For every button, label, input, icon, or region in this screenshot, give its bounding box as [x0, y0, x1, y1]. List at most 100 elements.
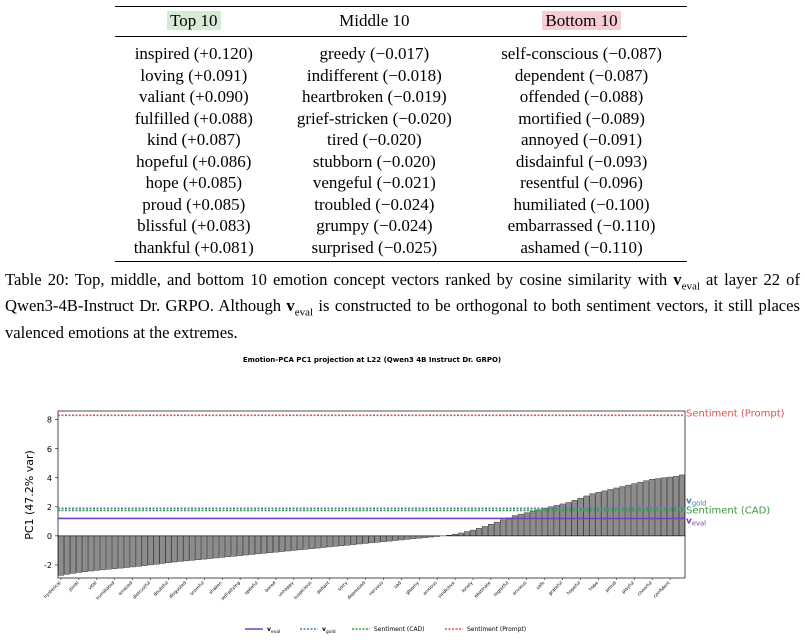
table-row: blissful (+0.083) grumpy (−0.024) embarras…: [115, 215, 687, 237]
table-cell: annoyed (−0.091): [521, 130, 643, 149]
x-tick-label: depressed: [346, 580, 367, 601]
header-cell: Middle 10: [272, 6, 477, 37]
bar: [261, 535, 267, 554]
table-cell: grumpy (−0.024): [316, 216, 433, 235]
bar: [165, 535, 172, 563]
bar: [356, 535, 363, 545]
x-tick-label: hopeful: [566, 580, 582, 596]
header-text: Top 10: [167, 11, 221, 30]
x-tick-label: self-pitying: [220, 580, 242, 602]
bar: [93, 535, 100, 571]
bar: [249, 535, 255, 555]
plot-frame: [57, 410, 686, 579]
bar: [494, 521, 500, 537]
x-tick-label: disgusted: [168, 580, 188, 600]
x-tick-label: lonely: [461, 580, 475, 594]
bar: [314, 535, 321, 549]
table-cell: troubled (−0.024): [314, 194, 435, 214]
label-subscript: gold: [692, 499, 707, 507]
label-subscript: eval: [271, 629, 280, 635]
bar: [147, 535, 154, 566]
table-row: inspired (+0.120) greedy (−0.017) self-con…: [115, 37, 687, 65]
table-cell: greedy (−0.017): [319, 44, 430, 63]
y-tick-label: 8: [47, 416, 52, 425]
label-name: Sentiment (Prompt): [467, 626, 526, 633]
table-row: hope (+0.085) vengeful (−0.021) resentful …: [115, 172, 687, 194]
table-row: valiant (+0.090) heartbroken (−0.019) offe…: [115, 86, 687, 108]
bar: [117, 535, 124, 569]
bar: [105, 535, 112, 570]
y-tick-label: 6: [47, 445, 52, 454]
bar: [320, 535, 327, 548]
label-name: v: [322, 626, 326, 633]
x-tick-label: obstinate: [473, 580, 492, 599]
bar: [153, 535, 160, 565]
x-tick-label: shaken: [208, 580, 224, 596]
table-cell: valiant (+0.090): [138, 87, 249, 106]
x-tick-label: nervous: [368, 580, 385, 597]
bar: [213, 535, 220, 559]
table-cell: hopeful (+0.086): [136, 151, 252, 171]
caption-text: at layer 22 of Qwen3-4B-Instruct Dr. GRP…: [5, 270, 800, 316]
bar: [273, 535, 279, 553]
bar: [482, 526, 488, 537]
table-cell: thankful (+0.081): [115, 236, 273, 262]
caption-text: is constructed to be orthogonal to both …: [5, 296, 800, 342]
caption-text: Table 20: Top, middle, and bottom 10 emo…: [5, 270, 674, 289]
table-cell: disdainful (−0.093): [515, 151, 648, 171]
bar: [302, 535, 309, 550]
table-cell: inspired (+0.120): [134, 44, 253, 63]
bar: [76, 535, 82, 573]
x-tick-label: amazed: [117, 580, 134, 597]
x-tick-label: playful: [621, 580, 636, 595]
legend-label: Sentiment (CAD): [374, 626, 425, 633]
bar: [667, 476, 673, 537]
x-tick-label: doubtful: [152, 580, 170, 598]
y-tick-label: -2: [44, 561, 52, 570]
header-text: Middle 10: [339, 11, 410, 30]
bar: [279, 535, 285, 552]
table-row: loving (+0.091) indifferent (−0.018) depen…: [115, 65, 687, 87]
bar: [529, 510, 536, 537]
table-cell: hope (+0.085): [145, 173, 243, 192]
bar: [464, 531, 470, 537]
bar: [231, 535, 238, 557]
label-name: Sentiment (CAD): [374, 626, 425, 633]
bar: [362, 535, 369, 544]
bar: [374, 535, 381, 543]
label-name: v: [686, 516, 692, 526]
x-tick-label: envious: [512, 580, 529, 597]
chart-title: Emotion-PCA PC1 projection at L22 (Qwen3…: [243, 356, 501, 364]
table-row: proud (+0.085) troubled (−0.024) humiliate…: [115, 194, 687, 216]
header-cell: Top 10: [115, 6, 273, 37]
bar: [189, 535, 196, 561]
bar: [499, 519, 506, 537]
bar: [458, 532, 464, 537]
x-tick-label: safe: [535, 580, 546, 591]
table-cell: loving (+0.091): [140, 65, 248, 85]
x-tick-label: hope: [588, 580, 600, 592]
bar: [255, 535, 261, 555]
table-cell: indifferent (−0.018): [306, 65, 442, 85]
bar: [183, 535, 190, 562]
y-axis-label: PC1 (47.2% var): [23, 450, 36, 540]
label-name: Sentiment (CAD): [686, 505, 770, 516]
bar: [207, 535, 214, 559]
bar: [655, 478, 662, 537]
bar: [535, 509, 542, 537]
x-tick-label: distrustful: [132, 580, 152, 600]
bar: [476, 528, 482, 537]
bar: [285, 535, 291, 552]
bar: [673, 476, 679, 537]
x-tick-label: scornful: [189, 580, 206, 597]
label-subscript: gold: [326, 629, 336, 635]
x-tick-label: gloomy: [405, 580, 421, 596]
legend-label: Sentiment (Prompt): [467, 626, 526, 633]
x-tick-label: regretful: [492, 580, 510, 598]
bar: [87, 535, 94, 572]
bar: [64, 535, 70, 575]
bar: [380, 535, 387, 542]
bar: [416, 535, 423, 539]
bar: [410, 535, 417, 539]
bar: [267, 535, 273, 553]
